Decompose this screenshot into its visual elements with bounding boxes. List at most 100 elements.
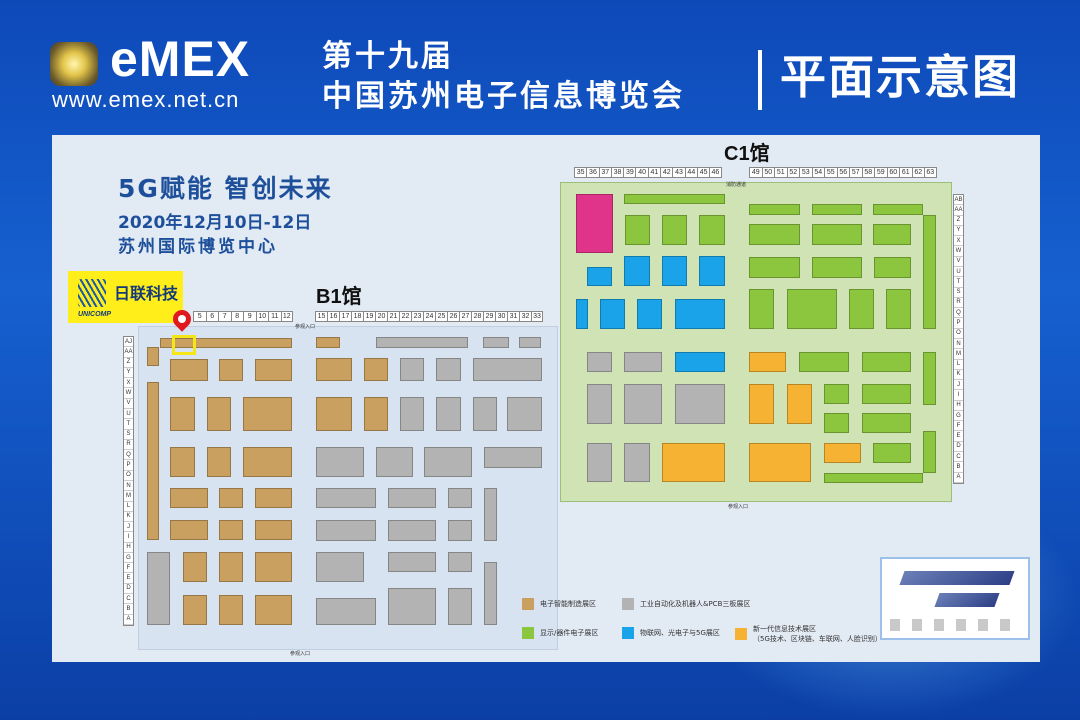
booth[interactable]	[923, 215, 936, 329]
booth[interactable]	[255, 359, 292, 381]
booth[interactable]	[587, 352, 612, 372]
booth[interactable]	[824, 443, 861, 463]
booth[interactable]	[473, 358, 542, 381]
booth[interactable]	[376, 447, 413, 477]
booth[interactable]	[316, 358, 352, 381]
booth[interactable]	[436, 397, 461, 431]
booth[interactable]	[448, 552, 472, 572]
booth[interactable]	[824, 473, 923, 483]
booth[interactable]	[219, 595, 243, 625]
booth[interactable]	[787, 289, 837, 329]
booth[interactable]	[376, 337, 468, 348]
booth[interactable]	[147, 382, 159, 540]
booth[interactable]	[219, 520, 243, 540]
booth[interactable]	[424, 447, 472, 477]
booth[interactable]	[749, 289, 774, 329]
booth[interactable]	[183, 552, 207, 582]
booth[interactable]	[749, 224, 800, 245]
booth[interactable]	[160, 338, 292, 348]
booth[interactable]	[587, 267, 612, 286]
booth[interactable]	[436, 358, 461, 381]
booth[interactable]	[364, 397, 388, 431]
booth[interactable]	[624, 194, 725, 204]
booth[interactable]	[624, 443, 650, 482]
booth[interactable]	[364, 358, 388, 381]
booth[interactable]	[749, 204, 800, 215]
exhibitor-booth-highlight[interactable]	[172, 335, 196, 355]
booth[interactable]	[255, 520, 292, 540]
booth[interactable]	[484, 562, 497, 625]
booth[interactable]	[388, 588, 436, 625]
booth[interactable]	[624, 352, 662, 372]
booth[interactable]	[219, 552, 243, 582]
booth[interactable]	[873, 204, 923, 215]
booth[interactable]	[662, 256, 687, 286]
booth[interactable]	[862, 352, 911, 372]
booth[interactable]	[824, 413, 849, 433]
booth[interactable]	[316, 520, 376, 541]
booth[interactable]	[400, 358, 424, 381]
booth[interactable]	[316, 552, 364, 582]
booth[interactable]	[448, 520, 472, 541]
booth[interactable]	[886, 289, 911, 329]
booth[interactable]	[147, 347, 159, 366]
booth[interactable]	[824, 384, 849, 404]
booth[interactable]	[662, 215, 687, 245]
booth[interactable]	[849, 289, 874, 329]
booth[interactable]	[243, 397, 292, 431]
booth[interactable]	[170, 447, 195, 477]
booth[interactable]	[699, 215, 725, 245]
booth[interactable]	[316, 488, 376, 508]
booth[interactable]	[923, 352, 936, 405]
booth[interactable]	[749, 257, 800, 278]
booth[interactable]	[507, 397, 542, 431]
booth[interactable]	[170, 488, 208, 508]
booth[interactable]	[587, 443, 612, 482]
booth[interactable]	[255, 552, 292, 582]
booth[interactable]	[624, 256, 650, 286]
booth[interactable]	[625, 215, 650, 245]
booth[interactable]	[624, 384, 662, 424]
booth[interactable]	[862, 413, 911, 433]
booth[interactable]	[873, 443, 911, 463]
booth[interactable]	[316, 447, 364, 477]
booth[interactable]	[749, 352, 786, 372]
booth[interactable]	[219, 359, 243, 381]
booth[interactable]	[316, 337, 340, 348]
booth[interactable]	[448, 588, 472, 625]
booth[interactable]	[388, 552, 436, 572]
booth[interactable]	[874, 257, 911, 278]
booth[interactable]	[484, 488, 497, 541]
booth[interactable]	[812, 224, 862, 245]
booth[interactable]	[400, 397, 424, 431]
booth[interactable]	[207, 397, 231, 431]
booth[interactable]	[473, 397, 497, 431]
booth[interactable]	[183, 595, 207, 625]
booth[interactable]	[587, 384, 612, 424]
booth[interactable]	[388, 520, 436, 541]
booth[interactable]	[243, 447, 292, 477]
booth[interactable]	[576, 194, 613, 253]
booth[interactable]	[483, 337, 509, 348]
booth[interactable]	[576, 299, 588, 329]
booth[interactable]	[662, 443, 725, 482]
booth[interactable]	[637, 299, 662, 329]
booth[interactable]	[316, 397, 352, 431]
booth[interactable]	[207, 447, 231, 477]
booth[interactable]	[923, 431, 936, 473]
booth[interactable]	[699, 256, 725, 286]
booth[interactable]	[484, 447, 542, 468]
booth[interactable]	[519, 337, 541, 348]
booth[interactable]	[675, 384, 725, 424]
booth[interactable]	[812, 204, 862, 215]
booth[interactable]	[147, 552, 170, 625]
booth[interactable]	[787, 384, 812, 424]
booth[interactable]	[749, 443, 811, 482]
booth[interactable]	[812, 257, 862, 278]
booth[interactable]	[170, 397, 195, 431]
booth[interactable]	[749, 384, 774, 424]
booth[interactable]	[255, 595, 292, 625]
booth[interactable]	[675, 299, 725, 329]
booth[interactable]	[448, 488, 472, 508]
booth[interactable]	[862, 384, 911, 404]
